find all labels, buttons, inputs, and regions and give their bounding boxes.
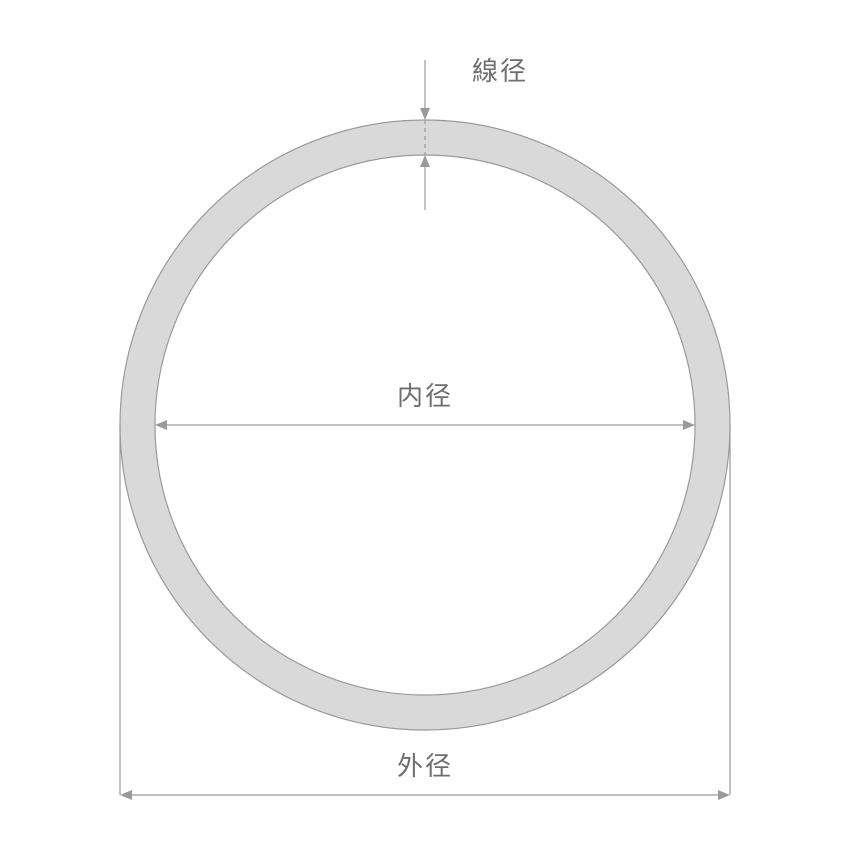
inner-diameter-label: 内径: [397, 381, 453, 411]
outer-diameter-label: 外径: [397, 751, 453, 781]
arrowhead: [718, 790, 730, 800]
arrowhead: [420, 108, 430, 120]
arrowhead: [155, 420, 167, 430]
ring-dimension-diagram: 内径外径 線径: [0, 0, 850, 850]
arrowhead: [683, 420, 695, 430]
wire-diameter-label: 線径: [472, 56, 528, 86]
arrowhead: [120, 790, 132, 800]
